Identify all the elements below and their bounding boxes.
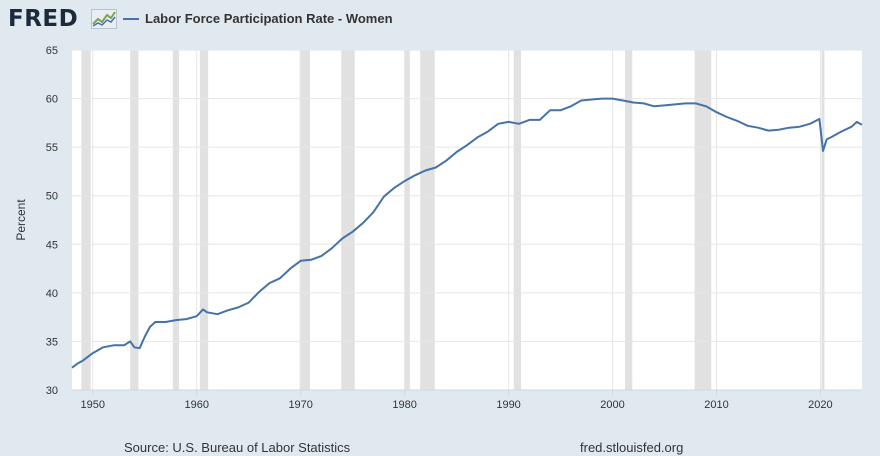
recession-bar <box>299 50 311 390</box>
y-tick-label: 30 <box>46 385 58 397</box>
recession-bar <box>625 50 633 390</box>
y-axis-ticks: 30 35 40 45 50 55 60 65 <box>46 45 58 397</box>
legend-label: Labor Force Participation Rate - Women <box>145 11 393 26</box>
x-tick-label: 2000 <box>600 399 624 411</box>
x-tick-label: 2020 <box>808 399 832 411</box>
y-tick-label: 35 <box>46 336 58 348</box>
recession-bar <box>420 50 435 390</box>
y-tick-label: 45 <box>46 239 58 251</box>
legend-swatch <box>123 17 139 20</box>
series-line[interactable] <box>71 97 863 369</box>
recession-bar <box>821 50 825 390</box>
recession-shading <box>81 50 825 390</box>
line-chart-icon <box>91 9 117 29</box>
chart-header: FRED Labor Force Participation Rate - Wo… <box>0 0 880 42</box>
recession-bar <box>199 50 209 390</box>
chart-legend[interactable]: Labor Force Participation Rate - Women <box>123 11 393 26</box>
y-tick-label: 55 <box>46 142 58 154</box>
x-tick-label: 1980 <box>392 399 416 411</box>
y-tick-label: 50 <box>46 191 58 203</box>
source-note: Source: U.S. Bureau of Labor Statistics <box>124 440 351 455</box>
recession-bar <box>172 50 180 390</box>
site-link[interactable]: fred.stlouisfed.org <box>580 440 684 455</box>
recession-bar <box>404 50 410 390</box>
y-tick-label: 60 <box>46 94 58 106</box>
x-tick-label: 1960 <box>184 399 208 411</box>
series-layer <box>71 97 863 369</box>
recession-bar <box>341 50 355 390</box>
plot-area <box>72 50 862 390</box>
y-tick-label: 65 <box>46 45 58 57</box>
x-axis-ticks: 1950 1960 1970 1980 1990 2000 2010 2020 <box>72 389 862 411</box>
line-chart: 30 35 40 45 50 55 60 65 1950 1960 1970 1980 1990 200… <box>14 45 863 411</box>
y-tick-label: 40 <box>46 288 58 300</box>
x-tick-label: 2010 <box>704 399 728 411</box>
x-tick-label: 1990 <box>496 399 520 411</box>
recession-bar <box>513 50 522 390</box>
y-axis-label: Percent <box>14 199 28 241</box>
recession-bar <box>694 50 712 390</box>
x-tick-label: 1950 <box>81 399 105 411</box>
recession-bar <box>81 50 91 390</box>
x-tick-label: 1970 <box>288 399 312 411</box>
fred-logo-text: FRED <box>8 6 79 32</box>
recession-bar <box>130 50 139 390</box>
